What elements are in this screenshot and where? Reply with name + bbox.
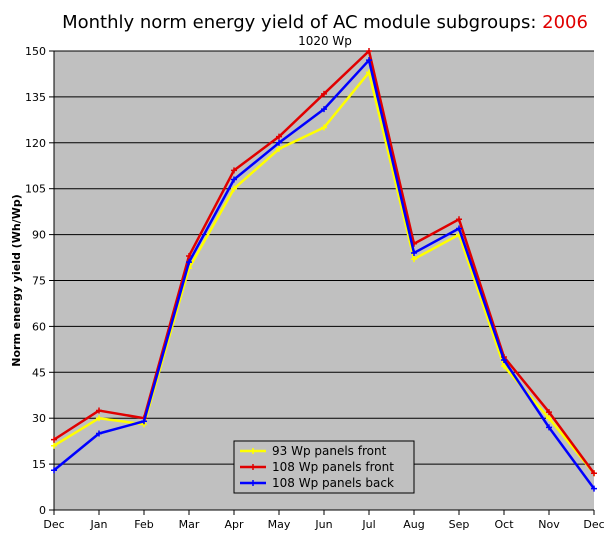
series-3 bbox=[51, 57, 597, 492]
legend: 93 Wp panels front 108 Wp panels front 108… bbox=[233, 440, 415, 494]
x-tick-label: Oct bbox=[494, 518, 514, 531]
data-point bbox=[366, 48, 372, 54]
y-tick-label: 90 bbox=[32, 229, 46, 242]
chart-title: Monthly norm energy yield of AC module s… bbox=[62, 12, 588, 33]
legend-label: 93 Wp panels front bbox=[272, 444, 387, 458]
y-tick-label: 45 bbox=[32, 366, 46, 379]
x-tick-label: Dec bbox=[583, 518, 604, 531]
data-point bbox=[411, 249, 417, 256]
y-axis-label: Norm energy yield (Wh/Wp) bbox=[10, 194, 23, 366]
data-point bbox=[51, 467, 57, 474]
data-point bbox=[501, 357, 507, 364]
y-tick-label: 105 bbox=[25, 183, 46, 196]
data-point bbox=[546, 415, 552, 422]
legend-marker bbox=[250, 480, 256, 486]
y-tick-label: 60 bbox=[32, 320, 46, 333]
data-point bbox=[96, 430, 102, 437]
x-tick-label: Sep bbox=[449, 518, 470, 531]
y-tick-label: 75 bbox=[32, 275, 46, 288]
data-point bbox=[186, 259, 192, 266]
chart-title-year: 2006 bbox=[542, 12, 588, 33]
data-point bbox=[456, 225, 462, 232]
data-point bbox=[501, 363, 507, 370]
data-point bbox=[411, 256, 417, 263]
x-tick-label: May bbox=[268, 518, 291, 531]
legend-label: 108 Wp panels back bbox=[272, 476, 394, 490]
y-axis-ticks: 0 15 30 45 60 75 90 105 120 135 150 bbox=[25, 45, 54, 517]
grid-lines bbox=[54, 50, 594, 465]
data-point bbox=[276, 133, 282, 140]
y-tick-label: 150 bbox=[25, 45, 46, 58]
x-tick-label: Jun bbox=[314, 518, 332, 531]
data-point bbox=[456, 216, 462, 223]
chart-subtitle: 1020 Wp bbox=[298, 34, 352, 48]
x-tick-label: Feb bbox=[134, 518, 153, 531]
x-tick-label: Jul bbox=[361, 518, 375, 531]
x-tick-label: Aug bbox=[403, 518, 424, 531]
x-tick-label: Jan bbox=[90, 518, 108, 531]
data-point bbox=[321, 124, 327, 131]
y-tick-label: 120 bbox=[25, 137, 46, 150]
data-point bbox=[546, 409, 552, 416]
series-group bbox=[51, 48, 597, 492]
data-point bbox=[591, 470, 597, 477]
x-tick-label: Dec bbox=[43, 518, 64, 531]
data-point bbox=[231, 176, 237, 183]
data-point bbox=[321, 90, 327, 97]
data-point bbox=[276, 139, 282, 146]
x-axis-ticks: Dec Jan Feb Mar Apr May Jun Jul Aug Sep Oct Nov Dec bbox=[43, 510, 605, 531]
x-tick-label: Apr bbox=[224, 518, 244, 531]
y-tick-label: 135 bbox=[25, 91, 46, 104]
series-1 bbox=[51, 69, 597, 477]
legend-marker bbox=[250, 448, 256, 454]
y-tick-label: 0 bbox=[39, 504, 46, 517]
data-point bbox=[51, 442, 57, 449]
y-tick-label: 30 bbox=[32, 412, 46, 425]
data-point bbox=[591, 485, 597, 492]
data-point bbox=[546, 424, 552, 431]
data-point bbox=[276, 145, 282, 152]
x-tick-label: Nov bbox=[538, 518, 560, 531]
data-point bbox=[231, 167, 237, 174]
x-tick-label: Mar bbox=[179, 518, 200, 531]
legend-label: 108 Wp panels front bbox=[272, 460, 394, 474]
data-point bbox=[231, 185, 237, 192]
y-tick-label: 15 bbox=[32, 458, 46, 471]
legend-marker bbox=[250, 464, 256, 470]
data-point bbox=[96, 407, 102, 414]
data-point bbox=[96, 415, 102, 422]
data-point bbox=[51, 436, 57, 443]
data-point bbox=[366, 57, 372, 64]
data-point bbox=[321, 106, 327, 113]
data-point bbox=[141, 418, 147, 425]
